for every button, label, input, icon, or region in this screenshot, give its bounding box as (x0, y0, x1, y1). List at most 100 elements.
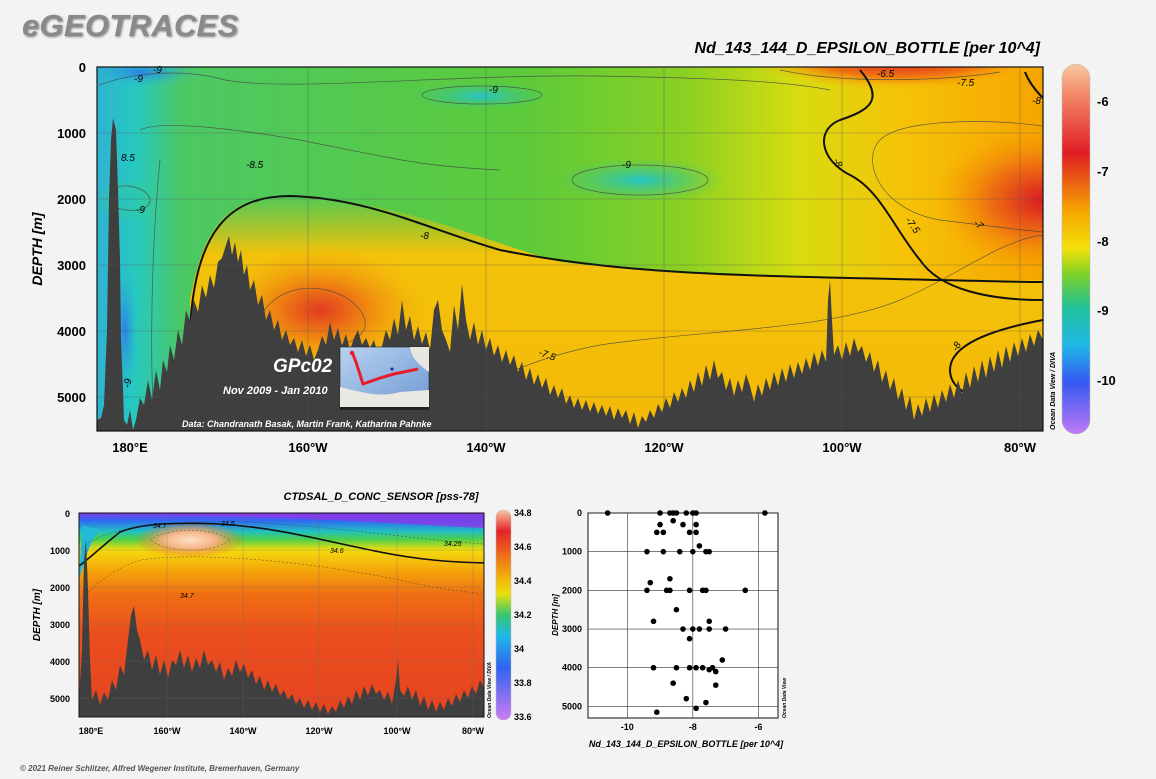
contour-label: -7.5 (957, 78, 975, 89)
x-tick: 160°W (153, 726, 181, 736)
scatter-point (683, 695, 690, 702)
salinity-colorbar (495, 509, 512, 721)
scatter-x-axis-label: Nd_143_144_D_EPSILON_BOTTLE [per 10^4] (589, 739, 784, 749)
x-tick: -8 (689, 722, 697, 732)
scatter-point (680, 626, 686, 632)
contour-label: -6.5 (877, 69, 895, 80)
x-tick: 180°E (112, 440, 148, 455)
scatter-point (693, 510, 699, 516)
y-tick: 4000 (57, 324, 86, 339)
x-tick: 100°W (383, 726, 411, 736)
x-tick: 100°W (822, 440, 862, 455)
scatter-point (686, 635, 693, 642)
contour-label: -9 (136, 205, 145, 216)
main-plot-frame (96, 66, 1044, 432)
scatter-point (653, 529, 660, 536)
scatter-point (657, 521, 663, 528)
colorbar-tick: 34 (514, 644, 524, 654)
y-tick: 5000 (50, 694, 70, 704)
scatter-point (657, 510, 663, 516)
scatter-point (762, 510, 768, 516)
footer-copyright: © 2021 Reiner Schlitzer, Alfred Wegener … (20, 764, 300, 773)
x-tick: 160°W (288, 440, 328, 455)
salinity-bathymetry (79, 540, 484, 717)
main-section-field (97, 67, 1043, 431)
scatter-side-label: Ocean Data View (782, 677, 788, 718)
main-y-ticks: 0 1000 2000 3000 4000 5000 (57, 60, 86, 405)
station-label: GPc02 (273, 356, 333, 377)
contour-label: 34.7 (153, 523, 168, 530)
x-tick: 80°W (1004, 440, 1037, 455)
contour-label: -9 (489, 85, 498, 96)
inset-map[interactable] (339, 346, 430, 410)
colorbar-tick: 33.6 (514, 712, 532, 722)
main-grid (97, 67, 1043, 431)
colorbar-tick: -9 (1097, 303, 1109, 318)
contour-label: -9 (153, 65, 162, 76)
scatter-point (673, 510, 680, 516)
contour-label: -8 (420, 231, 429, 242)
scatter-point (670, 517, 676, 524)
scatter-point (722, 626, 729, 632)
colorbar-tick: -7 (1097, 164, 1109, 179)
y-tick: 1000 (562, 547, 582, 557)
x-tick: -6 (754, 722, 762, 732)
scatter-point (706, 548, 713, 555)
contour-label: 34.25 (444, 541, 462, 548)
contour-label: -8.5 (246, 160, 264, 171)
salinity-y-axis-label: DEPTH [m] (32, 588, 43, 641)
contour-label: 8.5 (121, 153, 135, 164)
cruise-date-range: Nov 2009 - Jan 2010 (223, 385, 328, 397)
salinity-y-ticks: 0 1000 2000 3000 4000 5000 (50, 509, 70, 704)
y-tick: 4000 (50, 657, 70, 667)
y-tick: 3000 (50, 620, 70, 630)
scatter-point (696, 543, 703, 549)
x-tick: 120°W (305, 726, 333, 736)
x-tick: -10 (621, 722, 634, 732)
scatter-point (712, 668, 719, 675)
data-credit: Data: Chandranath Basak, Martin Frank, K… (182, 419, 432, 429)
scatter-point (686, 587, 693, 594)
y-tick: 1000 (50, 546, 70, 556)
scatter-point (693, 521, 699, 528)
colorbar-tick: 34.2 (514, 610, 532, 620)
y-tick: 2000 (57, 192, 86, 207)
y-tick: 5000 (57, 390, 86, 405)
scatter-point (644, 548, 650, 555)
scatter-point (686, 529, 693, 536)
y-tick: 4000 (562, 663, 582, 673)
x-tick: 80°W (462, 726, 485, 736)
y-tick: 0 (577, 508, 582, 518)
colorbar-tick: -6 (1097, 94, 1109, 109)
colorbar-tick: 34.4 (514, 576, 532, 586)
scatter-point (660, 529, 667, 536)
brand-logo: eGEOTRACES (22, 8, 239, 43)
scatter-point (670, 680, 676, 686)
contour-label: -8 (1032, 96, 1041, 107)
scatter-point (667, 587, 673, 594)
salinity-x-ticks: 180°E 160°W 140°W 120°W 100°W 80°W (79, 726, 485, 736)
colorbar-tick: -8 (1097, 234, 1109, 249)
scatter-point (699, 664, 706, 671)
salinity-plot-frame (78, 512, 485, 718)
contour-label: -9 (622, 160, 631, 171)
contour-label: 34.5 (221, 521, 235, 528)
contour-label: -9 (134, 74, 143, 85)
colorbar-tick: 33.8 (514, 678, 532, 688)
scatter-point (667, 575, 673, 582)
main-y-axis-label: DEPTH [m] (29, 211, 45, 285)
y-tick: 3000 (57, 258, 86, 273)
scatter-point (693, 529, 699, 536)
scatter-point (653, 709, 660, 715)
main-bathymetry (97, 118, 1043, 431)
salinity-contour-labels: 34.7 34.5 34.6 34.25 34.7 (153, 521, 462, 600)
y-tick: 5000 (562, 701, 582, 711)
contour-label: 34.7 (180, 593, 195, 600)
y-tick: 0 (65, 509, 70, 519)
scatter-point (706, 618, 713, 625)
scatter-point (604, 510, 611, 516)
main-side-label: Ocean Data View / DIVA (1050, 352, 1057, 430)
scatter-point (742, 587, 749, 594)
scatter-point (709, 664, 716, 671)
scatter-point (690, 548, 696, 555)
